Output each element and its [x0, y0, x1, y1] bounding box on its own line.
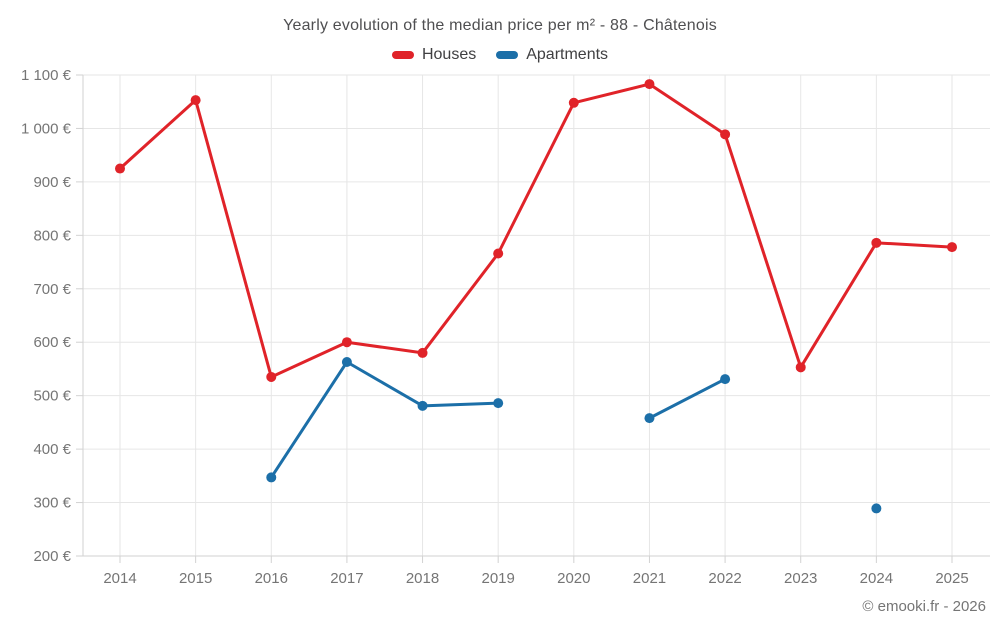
apartments-series	[266, 356, 882, 514]
y-axis-tick-label: 1 100 €	[21, 67, 72, 84]
x-axis-tick-label: 2023	[784, 570, 817, 587]
apartments-legend-swatch-icon	[496, 51, 519, 59]
houses-data-point[interactable]	[568, 97, 579, 108]
houses-data-point[interactable]	[190, 95, 201, 106]
houses-line	[118, 82, 954, 379]
legend-item-houses[interactable]: Houses	[391, 46, 477, 64]
apartments-data-point[interactable]	[417, 400, 428, 411]
houses-data-point[interactable]	[115, 163, 125, 174]
apartments-legend-label: Apartments	[526, 46, 609, 63]
houses-data-point[interactable]	[871, 237, 882, 248]
x-axis-tick-label: 2022	[708, 570, 741, 587]
y-axis-tick-label: 800 €	[33, 227, 71, 244]
houses-legend-label: Houses	[421, 46, 477, 63]
apartments-data-point[interactable]	[493, 398, 504, 409]
y-axis-tick-label: 400 €	[33, 441, 71, 458]
apartments-data-point[interactable]	[644, 413, 655, 424]
y-axis-tick-label: 200 €	[33, 548, 71, 565]
houses-series	[115, 79, 957, 382]
houses-data-point[interactable]	[644, 79, 655, 90]
y-axis-tick-label: 700 €	[33, 281, 71, 298]
x-axis-tick-label: 2015	[179, 570, 212, 587]
gridlines	[83, 74, 990, 557]
houses-data-point[interactable]	[266, 371, 277, 382]
houses-data-point[interactable]	[493, 248, 504, 259]
x-axis-tick-label: 2025	[935, 570, 968, 587]
x-axis-tick-label: 2014	[103, 570, 136, 587]
houses-data-point[interactable]	[417, 347, 428, 358]
legend: Houses Apartments	[0, 46, 1000, 64]
axes	[76, 74, 990, 563]
houses-legend-swatch-icon	[391, 51, 414, 59]
apartments-line	[269, 360, 500, 479]
y-axis-labels: 200 € 300 € 400 € 500 € 600 € 700 € 800 € 900 €…	[21, 67, 72, 565]
x-axis-tick-label: 2017	[330, 570, 363, 587]
apartments-data-point[interactable]	[720, 374, 731, 385]
x-axis-labels: 2014 2015 2016 2017 2018 2019 2020 2021 2022 2023…	[103, 570, 968, 587]
apartments-data-point[interactable]	[266, 472, 277, 483]
copyright-footer: © emooki.fr - 2026	[862, 598, 986, 615]
y-axis-tick-label: 900 €	[33, 174, 71, 191]
houses-data-point[interactable]	[341, 337, 352, 348]
x-axis-tick-label: 2019	[481, 570, 514, 587]
apartments-line	[647, 377, 727, 420]
y-axis-tick-label: 500 €	[33, 388, 71, 405]
houses-data-point[interactable]	[720, 129, 731, 140]
legend-item-apartments[interactable]: Apartments	[496, 46, 608, 64]
x-axis-tick-label: 2016	[255, 570, 288, 587]
chart-title: Yearly evolution of the median price per…	[283, 17, 717, 34]
y-axis-tick-label: 600 €	[33, 334, 71, 351]
x-axis-tick-label: 2024	[860, 570, 893, 587]
houses-data-point[interactable]	[947, 242, 957, 253]
apartments-data-point[interactable]	[341, 356, 352, 367]
houses-data-point[interactable]	[795, 362, 806, 373]
y-axis-tick-label: 300 €	[33, 495, 71, 512]
apartments-data-point[interactable]	[871, 503, 882, 514]
x-axis-tick-label: 2020	[557, 570, 590, 587]
y-axis-tick-label: 1 000 €	[21, 120, 72, 137]
x-axis-tick-label: 2021	[633, 570, 666, 587]
x-axis-tick-label: 2018	[406, 570, 439, 587]
